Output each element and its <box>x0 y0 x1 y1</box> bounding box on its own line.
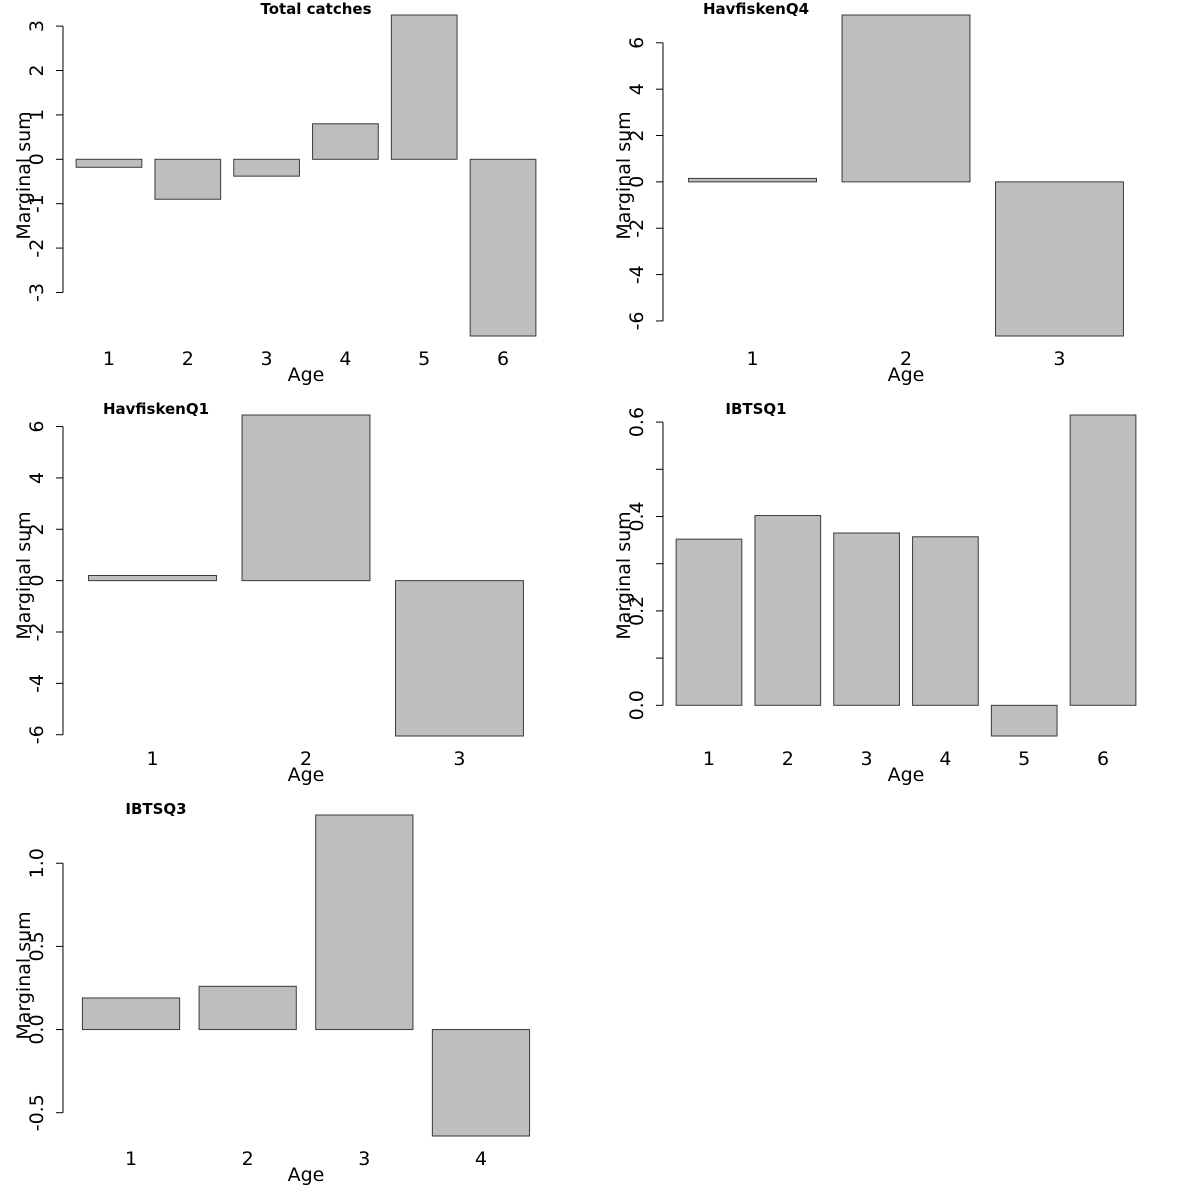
x-tick-label: 5 <box>418 348 430 370</box>
y-tick-label: -2 <box>26 239 48 258</box>
bar <box>754 515 822 706</box>
bar <box>995 181 1124 337</box>
x-tick-label: 3 <box>1053 348 1065 370</box>
chart-panel: 1 2 3 4 5 6 0.0 0.2 0.4 0.6 IBTSQ1 Age Marginal sum <box>613 400 1137 786</box>
y-tick-label: 0.0 <box>26 1014 48 1044</box>
bar <box>198 985 297 1031</box>
bar <box>315 814 414 1031</box>
bar <box>841 14 971 183</box>
chart-title: HavfiskenQ4 <box>703 0 809 18</box>
y-tick-label: 0.4 <box>626 501 648 531</box>
y-tick-label: -6 <box>26 725 48 744</box>
bar <box>833 532 900 706</box>
bar <box>990 704 1058 737</box>
y-tick-label: 1.0 <box>26 848 48 878</box>
chart-title: IBTSQ3 <box>125 800 186 818</box>
y-tick-label: 0 <box>26 153 48 165</box>
y-tick-label: -2 <box>26 623 48 642</box>
bar <box>688 177 817 183</box>
x-tick-label: 1 <box>146 748 158 770</box>
x-tick-label: 1 <box>103 348 115 370</box>
x-tick-label: 2 <box>782 748 794 770</box>
y-axis-label: Marginal sum <box>613 511 635 639</box>
chart-panel: 1 2 3 -6 -4 -2 0 2 4 6 HavfiskenQ1 Age Marginal sum <box>13 400 524 786</box>
y-tick-label: 0.5 <box>26 931 48 961</box>
chart-panel: 1 2 3 -6 -4 -2 0 2 4 6 HavfiskenQ4 Age Marginal sum <box>613 0 1124 386</box>
bar <box>469 158 537 337</box>
y-tick-label: 0 <box>626 176 648 188</box>
chart-panel: 1 2 3 4 -0.5 0.0 0.5 1.0 IBTSQ3 Age Marginal sum <box>13 800 531 1186</box>
y-tick-label: 0.6 <box>626 407 648 437</box>
y-axis-label: Marginal sum <box>13 911 35 1039</box>
x-tick-label: 1 <box>746 348 758 370</box>
x-axis-label: Age <box>888 764 925 786</box>
x-axis-label: Age <box>888 364 925 386</box>
x-tick-label: 3 <box>453 748 465 770</box>
y-tick-label: -3 <box>26 283 48 302</box>
bar <box>912 536 979 706</box>
bar <box>233 158 300 177</box>
y-tick-label: 0.2 <box>626 596 648 626</box>
x-tick-label: 2 <box>300 748 312 770</box>
y-axis-label: Marginal sum <box>13 111 35 239</box>
y-tick-label: -2 <box>626 219 648 238</box>
y-tick-label: 6 <box>26 421 48 433</box>
bar <box>431 1029 531 1137</box>
y-tick-label: 1 <box>26 109 48 121</box>
y-tick-label: -6 <box>626 311 648 330</box>
y-tick-label: 6 <box>626 37 648 49</box>
x-tick-label: 1 <box>125 1148 137 1170</box>
y-tick-label: 4 <box>626 83 648 95</box>
x-axis-label: Age <box>288 1164 325 1186</box>
y-tick-label: 2 <box>26 523 48 535</box>
y-tick-label: 4 <box>26 472 48 484</box>
x-tick-label: 3 <box>261 348 273 370</box>
x-tick-label: 2 <box>182 348 194 370</box>
x-tick-label: 3 <box>358 1148 370 1170</box>
x-tick-label: 4 <box>939 748 951 770</box>
x-tick-label: 2 <box>900 348 912 370</box>
bar <box>88 575 217 582</box>
y-axis-label: Marginal sum <box>613 111 635 239</box>
y-tick-label: 3 <box>26 20 48 32</box>
bar <box>241 414 371 582</box>
x-axis-label: Age <box>288 764 325 786</box>
x-tick-label: 6 <box>1097 748 1109 770</box>
y-axis-label: Marginal sum <box>13 511 35 639</box>
x-tick-label: 6 <box>497 348 509 370</box>
y-tick-label: 0.0 <box>626 690 648 720</box>
x-axis-label: Age <box>288 364 325 386</box>
bar <box>1069 414 1137 706</box>
y-tick-label: 0 <box>26 575 48 587</box>
y-tick-label: 2 <box>26 64 48 76</box>
chart-panel: 1 2 3 4 5 6 -3 -2 -1 0 1 2 3 Total catches Age Marginal… <box>13 0 537 386</box>
bar <box>395 580 524 737</box>
y-tick-label: 2 <box>626 129 648 141</box>
y-tick-label: -4 <box>26 674 48 693</box>
x-tick-label: 5 <box>1018 748 1030 770</box>
bar <box>75 158 143 168</box>
x-tick-label: 3 <box>861 748 873 770</box>
bar <box>81 997 181 1031</box>
y-tick-label: -1 <box>26 194 48 213</box>
bar <box>675 538 743 706</box>
bar <box>390 14 458 160</box>
chart-title: IBTSQ1 <box>725 400 786 418</box>
bar <box>154 158 222 200</box>
y-tick-label: -4 <box>626 265 648 284</box>
chart-title: Total catches <box>260 0 371 18</box>
bar <box>312 123 379 160</box>
chart-title: HavfiskenQ1 <box>103 400 209 418</box>
x-tick-label: 4 <box>475 1148 487 1170</box>
x-tick-label: 1 <box>703 748 715 770</box>
y-tick-label: -0.5 <box>26 1094 48 1131</box>
x-tick-label: 2 <box>242 1148 254 1170</box>
x-tick-label: 4 <box>339 348 351 370</box>
